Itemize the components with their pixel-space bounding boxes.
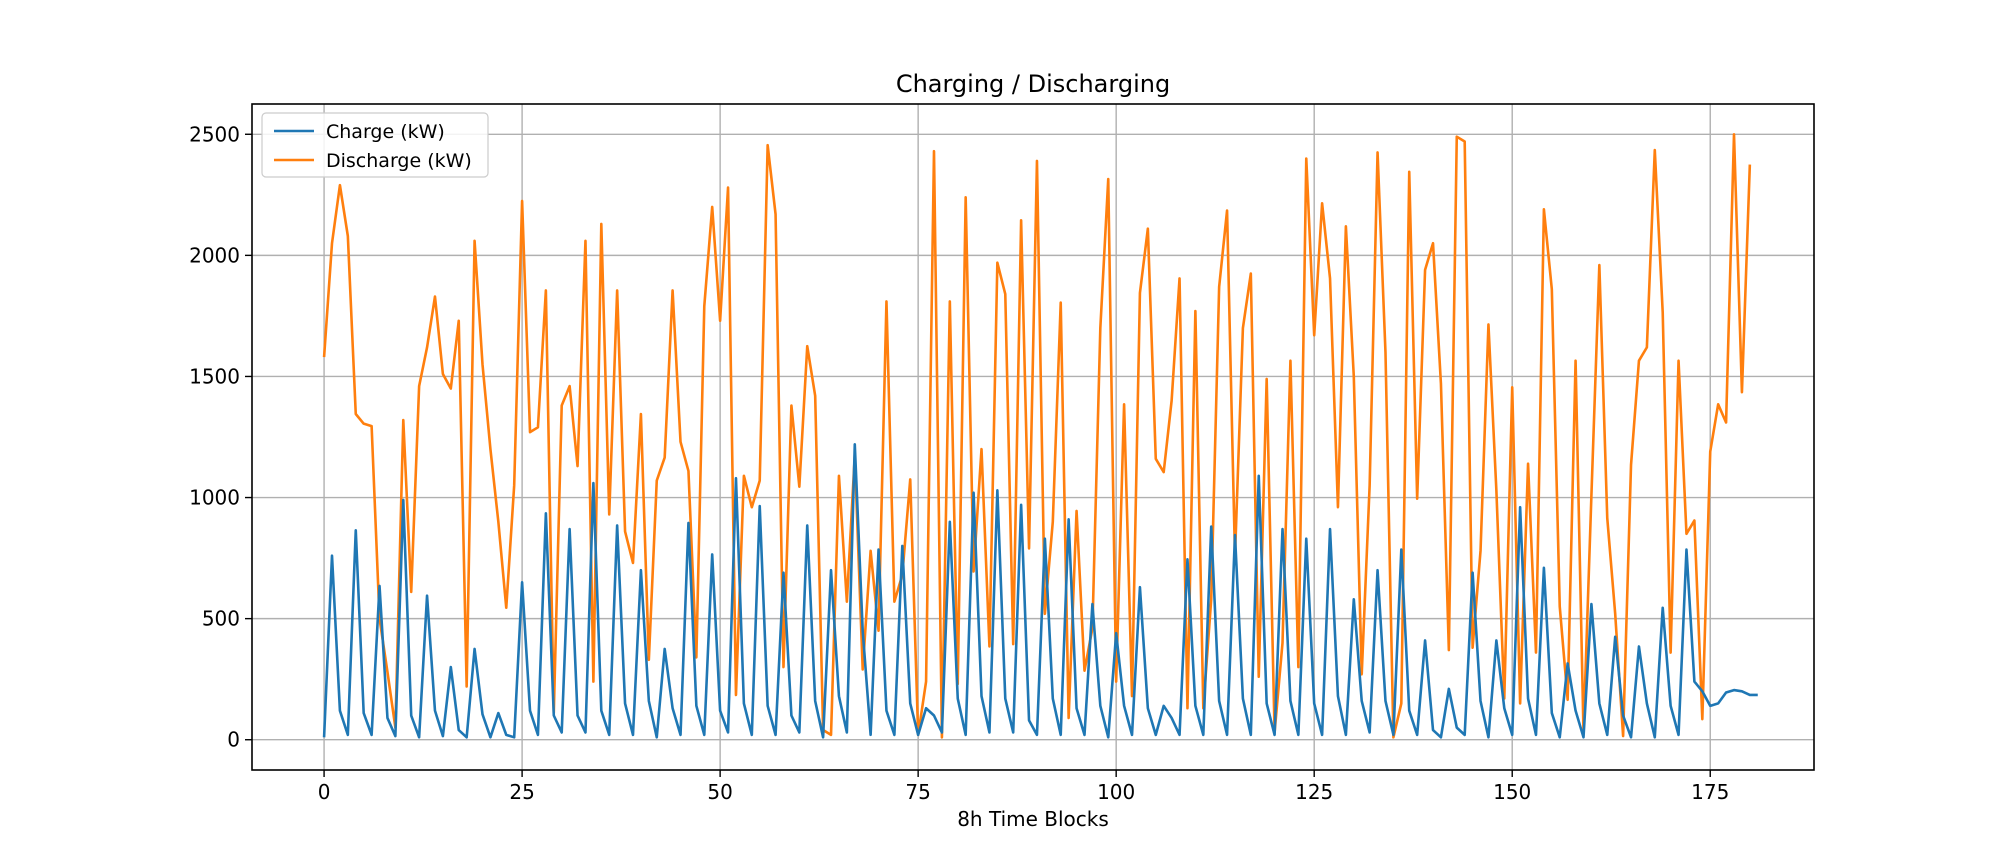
y-tick-label: 0 bbox=[227, 728, 240, 752]
legend-label-discharge: Discharge (kW) bbox=[326, 150, 472, 172]
y-tick-label: 1500 bbox=[189, 364, 240, 388]
y-tick-label: 2500 bbox=[189, 122, 240, 146]
legend-label-charge: Charge (kW) bbox=[326, 121, 445, 143]
x-tick-label: 0 bbox=[318, 780, 331, 804]
y-tick-label: 2000 bbox=[189, 243, 240, 267]
x-tick-label: 50 bbox=[707, 780, 732, 804]
legend: Charge (kW) Discharge (kW) bbox=[261, 112, 489, 178]
series-line-charge bbox=[322, 442, 1758, 739]
y-tick-label: 1000 bbox=[189, 486, 240, 510]
x-tick-label: 75 bbox=[905, 780, 930, 804]
axes-frame bbox=[251, 103, 1815, 771]
x-tick-label: 25 bbox=[509, 780, 534, 804]
x-tick-label: 175 bbox=[1691, 780, 1729, 804]
legend-box bbox=[261, 112, 489, 178]
x-axis-label: 8h Time Blocks bbox=[957, 807, 1109, 831]
x-tick-label: 150 bbox=[1493, 780, 1531, 804]
series-lines bbox=[322, 132, 1758, 739]
x-tick-label: 125 bbox=[1295, 780, 1333, 804]
axis-ticks: 0 25 50 75 100 125 150 175 0 500 1000 1500 2000 2500 bbox=[189, 122, 1729, 804]
series-line-discharge bbox=[322, 132, 1752, 739]
x-tick-label: 100 bbox=[1097, 780, 1135, 804]
chart-title: Charging / Discharging bbox=[896, 70, 1170, 98]
y-tick-label: 500 bbox=[202, 607, 240, 631]
